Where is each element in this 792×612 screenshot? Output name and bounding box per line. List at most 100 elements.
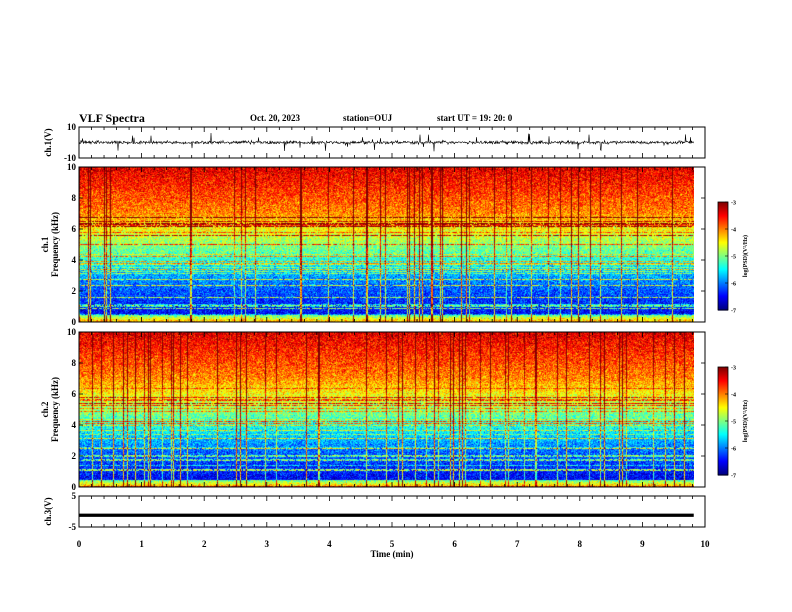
colorbar-swatch	[718, 249, 728, 252]
colorbar-swatch	[718, 391, 728, 393]
colorbar-swatch	[718, 237, 728, 239]
colorbar-swatch	[718, 406, 728, 409]
header-station: station=OUJ	[343, 113, 393, 123]
header-date: Oct. 20, 2023	[250, 113, 300, 123]
colorbar-swatch	[718, 413, 728, 416]
colorbar-swatch	[718, 421, 728, 423]
colorbar-label: log(PSD)(V²/Hz)	[742, 400, 749, 442]
colorbar-swatch	[718, 204, 728, 207]
colorbar-swatch	[718, 240, 728, 243]
colorbar-swatch	[718, 445, 728, 447]
colorbar-swatch	[718, 439, 728, 441]
colorbar-swatch	[718, 231, 728, 234]
colorbar-swatch	[718, 407, 728, 409]
figure-title: VLF Spectra	[79, 111, 145, 125]
colorbar-swatch	[718, 430, 728, 432]
y-tick-label: 6	[72, 389, 77, 399]
colorbar-swatch	[718, 217, 728, 219]
colorbar-swatch	[718, 202, 728, 204]
colorbar-swatch	[718, 382, 728, 384]
colorbar-swatch	[718, 258, 728, 261]
colorbar-swatch	[718, 415, 728, 418]
colorbar-swatch	[718, 459, 728, 462]
colorbar-swatch	[718, 244, 728, 246]
colorbar-swatch	[718, 457, 728, 459]
colorbar-tick-label: -4	[731, 228, 736, 234]
colorbar-swatch	[718, 412, 728, 415]
colorbar-swatch	[718, 454, 728, 456]
colorbar-swatch	[718, 203, 728, 206]
x-tick-label: 0	[77, 539, 82, 549]
colorbar-swatch	[718, 398, 728, 400]
colorbar-swatch	[718, 262, 728, 264]
colorbar-swatch	[718, 264, 728, 266]
colorbar-swatch	[718, 289, 728, 291]
spectrogram-image-ch2	[79, 332, 694, 487]
y-tick-label: -10	[64, 153, 76, 163]
colorbar-swatch	[718, 218, 728, 220]
colorbar-swatch	[718, 463, 728, 465]
y-axis-label-frequency: Frequency (kHz)	[50, 377, 60, 442]
colorbar-swatch	[718, 223, 728, 226]
colorbar-swatch	[718, 252, 728, 254]
colorbar-swatch	[718, 429, 728, 431]
colorbar-swatch	[718, 380, 728, 382]
colorbar-tick-label: -7	[731, 474, 736, 480]
colorbar-swatch	[718, 265, 728, 268]
colorbar-swatch	[718, 420, 728, 422]
x-tick-label: 5	[390, 539, 395, 549]
colorbar-swatch	[718, 296, 728, 298]
colorbar-swatch	[718, 436, 728, 438]
colorbar-label: log(PSD)(V²/Hz)	[742, 235, 749, 277]
colorbar-swatch	[718, 367, 728, 370]
colorbar-swatch	[718, 427, 728, 429]
colorbar-swatch	[718, 440, 728, 443]
colorbar-swatch	[718, 422, 728, 425]
colorbar-swatch	[718, 247, 728, 249]
colorbar-swatch	[718, 410, 728, 412]
colorbar-swatch	[718, 228, 728, 230]
colorbar-swatch	[718, 385, 728, 388]
colorbar-swatch	[718, 269, 728, 271]
colorbar-swatch	[718, 282, 728, 284]
colorbar-swatch	[718, 399, 728, 401]
colorbar-swatch	[718, 279, 728, 281]
colorbar-swatch	[718, 473, 728, 475]
y-axis-label-channel: ch.1	[40, 236, 50, 252]
colorbar-swatch	[718, 253, 728, 255]
colorbar-swatch	[718, 465, 728, 467]
colorbar-swatch	[718, 251, 728, 253]
colorbar-swatch	[718, 271, 728, 273]
colorbar-swatch	[718, 306, 728, 308]
colorbar-swatch	[718, 293, 728, 296]
colorbar-swatch	[718, 273, 728, 275]
colorbar-swatch	[718, 234, 728, 236]
colorbar-swatch	[718, 439, 728, 442]
colorbar-swatch	[718, 423, 728, 426]
colorbar-swatch	[718, 266, 728, 269]
colorbar-swatch	[718, 468, 728, 471]
colorbar-swatch	[718, 216, 728, 218]
colorbar-swatch	[718, 374, 728, 376]
colorbar-swatch	[718, 270, 728, 272]
colorbar-swatch	[718, 372, 728, 374]
x-tick-label: 8	[578, 539, 583, 549]
colorbar-swatch	[718, 377, 728, 380]
colorbar-swatch	[718, 432, 728, 435]
colorbar-swatch	[718, 370, 728, 373]
colorbar-swatch	[718, 393, 728, 395]
colorbar-swatch	[718, 428, 728, 430]
colorbar-swatch	[718, 452, 728, 454]
colorbar-swatch	[718, 222, 728, 225]
colorbar-swatch	[718, 307, 728, 309]
colorbar-swatch	[718, 224, 728, 226]
colorbar-swatch	[718, 367, 728, 369]
y-tick-label: 8	[72, 193, 77, 203]
colorbar-swatch	[718, 458, 728, 461]
colorbar-swatch	[718, 255, 728, 257]
colorbar-swatch	[718, 212, 728, 215]
colorbar-swatch	[718, 202, 728, 205]
colorbar-tick-label: -6	[731, 282, 736, 288]
colorbar-swatch	[718, 232, 728, 235]
y-tick-label: -5	[69, 522, 77, 532]
